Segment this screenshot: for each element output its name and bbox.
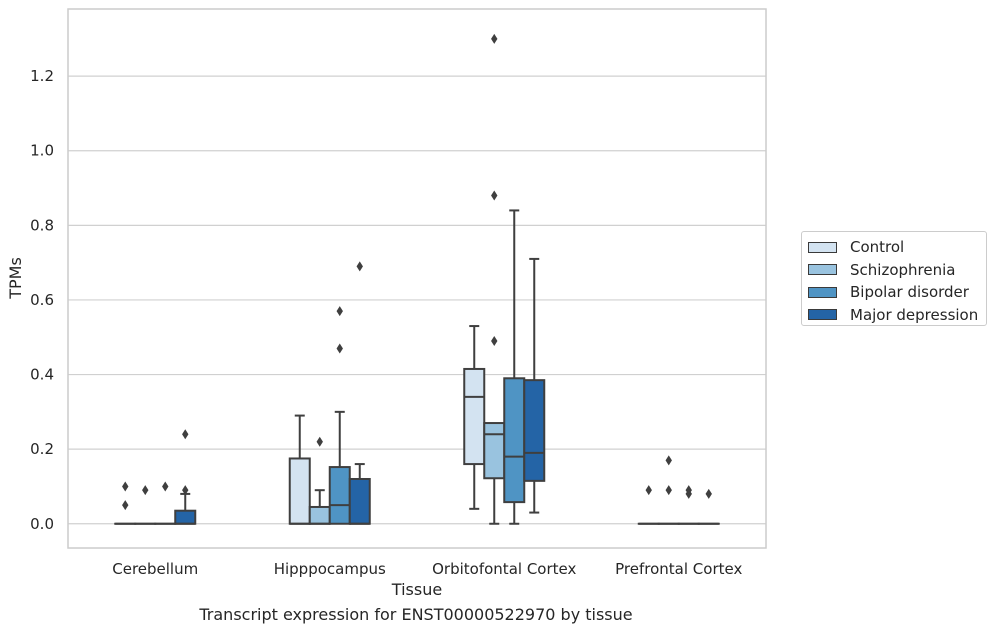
outlier-point [182,485,189,496]
axis-ticks: 0.0 0.2 0.4 0.6 0.8 1.0 1.2 Cerebellum Hipppocam… [30,67,742,578]
box-body [503,377,526,504]
box-control [288,414,311,525]
y-tick-label: 0.4 [30,366,54,384]
x-tick-label: Prefrontal Cortex [615,560,742,578]
box-schizophrenia [308,436,331,525]
box-schizophrenia [657,455,680,525]
legend-label: Bipolar disorder [850,283,969,302]
box-schizophrenia [134,485,157,525]
outlier-point [316,436,323,447]
y-tick-label: 0.8 [30,216,54,234]
outlier-point [645,485,652,496]
box-bipolar-disorder [154,481,177,525]
legend-swatch [808,309,837,321]
outlier-point [336,306,343,317]
legend-item: Bipolar disorder [808,281,986,304]
outlier-point [182,429,189,440]
outlier-point [665,485,672,496]
legend-label: Major depression [850,305,979,324]
box-body [308,505,331,525]
outlier-point [356,261,363,272]
legend-item: Schizophrenia [808,259,986,282]
box-bipolar-disorder [503,209,526,525]
legend-label: Control [850,238,905,257]
plot-boxes [114,33,720,525]
x-tick-label: Orbitofontal Cortex [432,560,576,578]
legend-swatch [808,264,837,276]
y-tick-label: 0.2 [30,440,54,458]
box-control [637,485,660,525]
box-body [328,466,351,525]
chart-caption: Transcript expression for ENST0000052297… [199,605,633,624]
box-bipolar-disorder [328,306,351,525]
legend-swatch [808,286,837,298]
y-axis-label: TPMs [6,257,25,300]
legend-item: Control [808,236,986,259]
legend-label: Schizophrenia [850,260,956,279]
x-axis-label: Tissue [391,580,442,599]
outlier-point [122,481,129,492]
outlier-point [491,335,498,346]
y-tick-label: 1.2 [30,67,54,85]
outlier-point [336,343,343,354]
x-tick-label: Cerebellum [112,560,198,578]
box-major-depression [348,261,371,525]
box-major-depression [697,488,720,525]
box-body [483,422,506,480]
outlier-point [705,488,712,499]
outlier-point [122,500,129,511]
y-gridlines [68,75,766,525]
outlier-point [665,455,672,466]
box-body [463,367,486,466]
box-bipolar-disorder [677,485,700,525]
y-tick-label: 0.0 [30,515,54,533]
box-control [463,325,486,510]
legend-item: Major depression [808,304,986,327]
outlier-point [491,190,498,201]
x-tick-label: Hipppocampus [274,560,386,578]
box-body [348,477,371,525]
y-tick-label: 1.0 [30,142,54,160]
box-major-depression [174,429,197,525]
box-body [174,509,197,525]
box-body [288,457,311,525]
legend: Control Schizophrenia Bipolar disorder Majo… [801,231,987,326]
box-schizophrenia [483,33,506,525]
outlier-point [142,485,149,496]
box-body [523,379,546,482]
outlier-point [685,488,692,499]
outlier-point [491,33,498,44]
plot-area-frame [67,8,767,549]
legend-swatch [808,241,837,253]
box-control [114,481,137,525]
box-major-depression [523,257,546,514]
y-tick-label: 0.6 [30,291,54,309]
outlier-point [162,481,169,492]
